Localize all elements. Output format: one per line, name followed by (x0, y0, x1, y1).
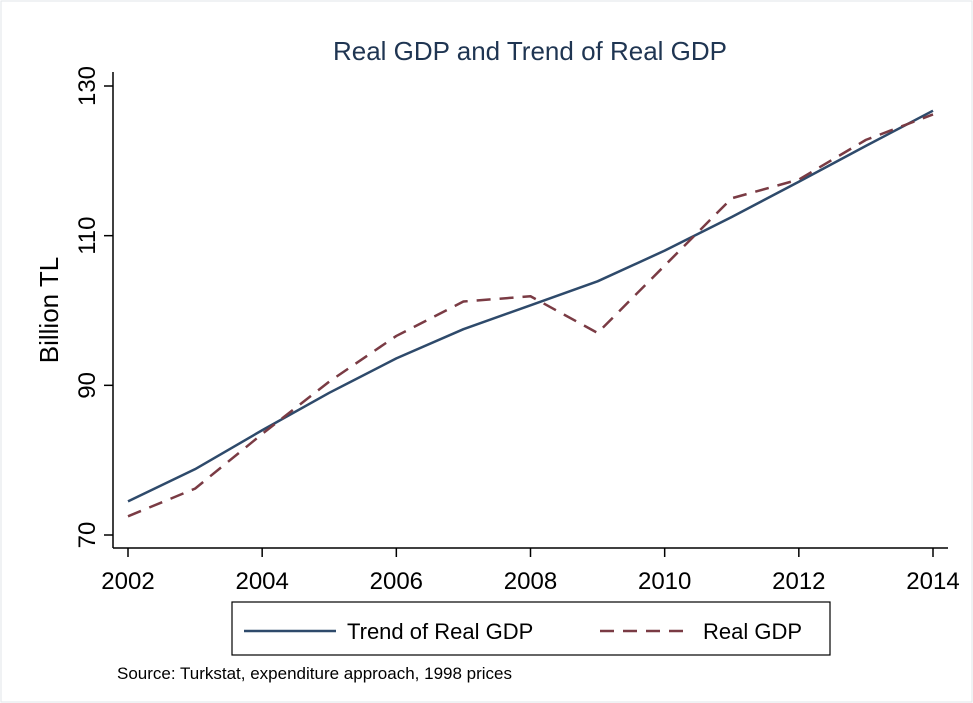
x-tick-label: 2012 (772, 568, 825, 595)
x-tick-label: 2008 (504, 568, 557, 595)
legend-label-trend: Trend of Real GDP (347, 619, 533, 644)
y-axis-title: Billion TL (34, 257, 64, 363)
source-note: Source: Turkstat, expenditure approach, … (117, 664, 512, 683)
legend-label-real: Real GDP (703, 619, 802, 644)
series-group (127, 109, 934, 518)
x-ticks-group: 2002 2004 2006 2008 2010 2012 2014 (101, 548, 960, 595)
y-tick-label: 110 (74, 217, 101, 255)
chart-title: Real GDP and Trend of Real GDP (333, 36, 727, 66)
legend-box (231, 601, 831, 656)
x-tick-label: 2010 (638, 568, 691, 595)
y-tick-label: 130 (74, 66, 101, 106)
legend: Trend of Real GDP Real GDP (231, 601, 831, 656)
x-tick-label: 2006 (370, 568, 423, 595)
y-ticks-group: 70 90 110 130 (74, 66, 113, 548)
x-tick-label: 2004 (235, 568, 288, 595)
y-tick-label: 90 (74, 372, 101, 399)
x-tick-label: 2002 (101, 568, 154, 595)
y-tick-label: 70 (74, 522, 101, 549)
x-tick-label: 2014 (906, 568, 959, 595)
